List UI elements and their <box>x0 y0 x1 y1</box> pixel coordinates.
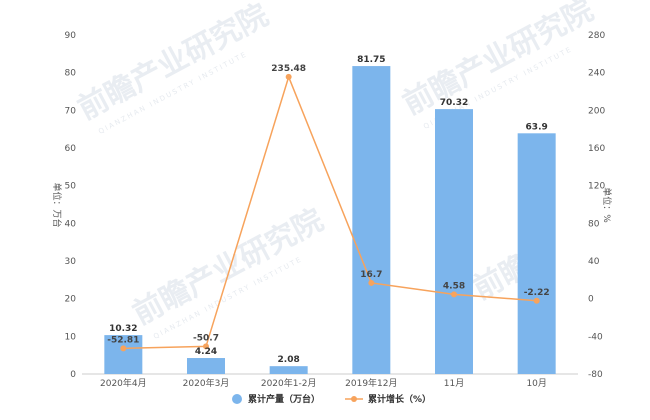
line-value-label: -50.7 <box>193 333 219 343</box>
line-value-label: 235.48 <box>271 64 306 74</box>
right-tick-label: 200 <box>588 106 605 116</box>
left-tick-label: 10 <box>65 332 77 342</box>
left-tick-label: 40 <box>65 219 77 229</box>
bar-value-label: 10.32 <box>109 324 137 334</box>
left-tick-label: 60 <box>65 144 77 154</box>
line-value-label: -2.22 <box>524 288 550 298</box>
bar-series <box>104 66 556 375</box>
svg-text:前瞻产业研究院: 前瞻产业研究院 <box>72 0 274 127</box>
line-point[interactable] <box>120 345 127 352</box>
left-tick-label: 70 <box>65 106 77 116</box>
legend: 累计产量（万台） 累计增长（%） <box>232 393 431 405</box>
left-tick-label: 80 <box>65 69 77 79</box>
x-tick-label: 2019年12月 <box>345 377 397 389</box>
line-value-label: 16.7 <box>360 270 382 280</box>
x-tick-label: 2020年1-2月 <box>261 377 317 389</box>
left-axis-title: 单位：万台 <box>51 182 63 227</box>
svg-text:前瞻产业研究院: 前瞻产业研究院 <box>127 203 329 332</box>
legend-item-line[interactable]: 累计增长（%） <box>345 393 431 405</box>
bar[interactable] <box>352 66 391 374</box>
bar-data-labels: 10.32 4.24 2.08 81.75 70.32 63.9 <box>109 55 548 365</box>
legend-line-marker <box>351 396 357 402</box>
right-axis-title: 单位：% <box>601 187 613 223</box>
right-tick-label: 120 <box>588 182 605 192</box>
line-series <box>120 73 540 352</box>
bar[interactable] <box>435 109 473 375</box>
left-axis-ticks: 0 10 20 30 40 50 60 70 80 90 <box>65 31 77 380</box>
right-tick-label: 280 <box>588 31 605 41</box>
bar-value-label: 70.32 <box>440 98 468 108</box>
bar-value-label: 4.24 <box>195 347 217 357</box>
left-tick-label: 30 <box>65 257 77 267</box>
right-tick-label: 80 <box>588 219 600 229</box>
bar[interactable] <box>517 133 556 374</box>
right-tick-label: 0 <box>588 295 594 305</box>
right-tick-label: 40 <box>588 257 600 267</box>
right-axis-ticks: -80 -40 0 40 80 120 160 200 240 280 <box>588 31 605 380</box>
legend-line-label: 累计增长（%） <box>368 393 431 405</box>
line-point[interactable] <box>285 73 292 80</box>
x-tick-label: 2020年4月 <box>100 377 147 389</box>
legend-bar-label: 累计产量（万台） <box>248 393 320 405</box>
left-tick-label: 20 <box>65 295 77 305</box>
x-tick-label: 11月 <box>444 378 464 389</box>
line-value-label: -52.81 <box>107 335 139 345</box>
line-point[interactable] <box>451 291 457 298</box>
line-data-labels: -52.81 -50.7 235.48 16.7 4.58 -2.22 <box>107 64 549 345</box>
line-point[interactable] <box>533 297 540 304</box>
bar-value-label: 81.75 <box>357 55 385 65</box>
x-axis-ticks: 2020年4月 2020年3月 2020年1-2月 2019年12月 11月 10月 <box>100 377 547 389</box>
line-point[interactable] <box>203 343 209 350</box>
bar[interactable] <box>269 366 308 374</box>
bar[interactable] <box>104 335 143 374</box>
line-value-label: 4.58 <box>443 281 465 291</box>
bar-value-label: 63.9 <box>526 122 548 132</box>
right-tick-label: 160 <box>588 144 605 154</box>
left-tick-label: 50 <box>65 182 77 192</box>
x-tick-label: 2020年3月 <box>183 377 230 389</box>
bar[interactable] <box>187 358 225 374</box>
svg-text:前瞻产业研究院: 前瞻产业研究院 <box>397 0 599 122</box>
right-tick-label: -40 <box>588 332 603 342</box>
line-path <box>123 74 537 350</box>
legend-bar-marker <box>232 394 242 404</box>
line-point[interactable] <box>368 279 375 286</box>
right-tick-label: -80 <box>588 370 603 380</box>
left-tick-label: 90 <box>65 31 77 41</box>
legend-item-bar[interactable]: 累计产量（万台） <box>232 393 320 405</box>
left-tick-label: 0 <box>70 370 76 380</box>
x-tick-label: 10月 <box>526 378 546 389</box>
bar-value-label: 2.08 <box>278 355 300 365</box>
right-tick-label: 240 <box>588 69 605 79</box>
